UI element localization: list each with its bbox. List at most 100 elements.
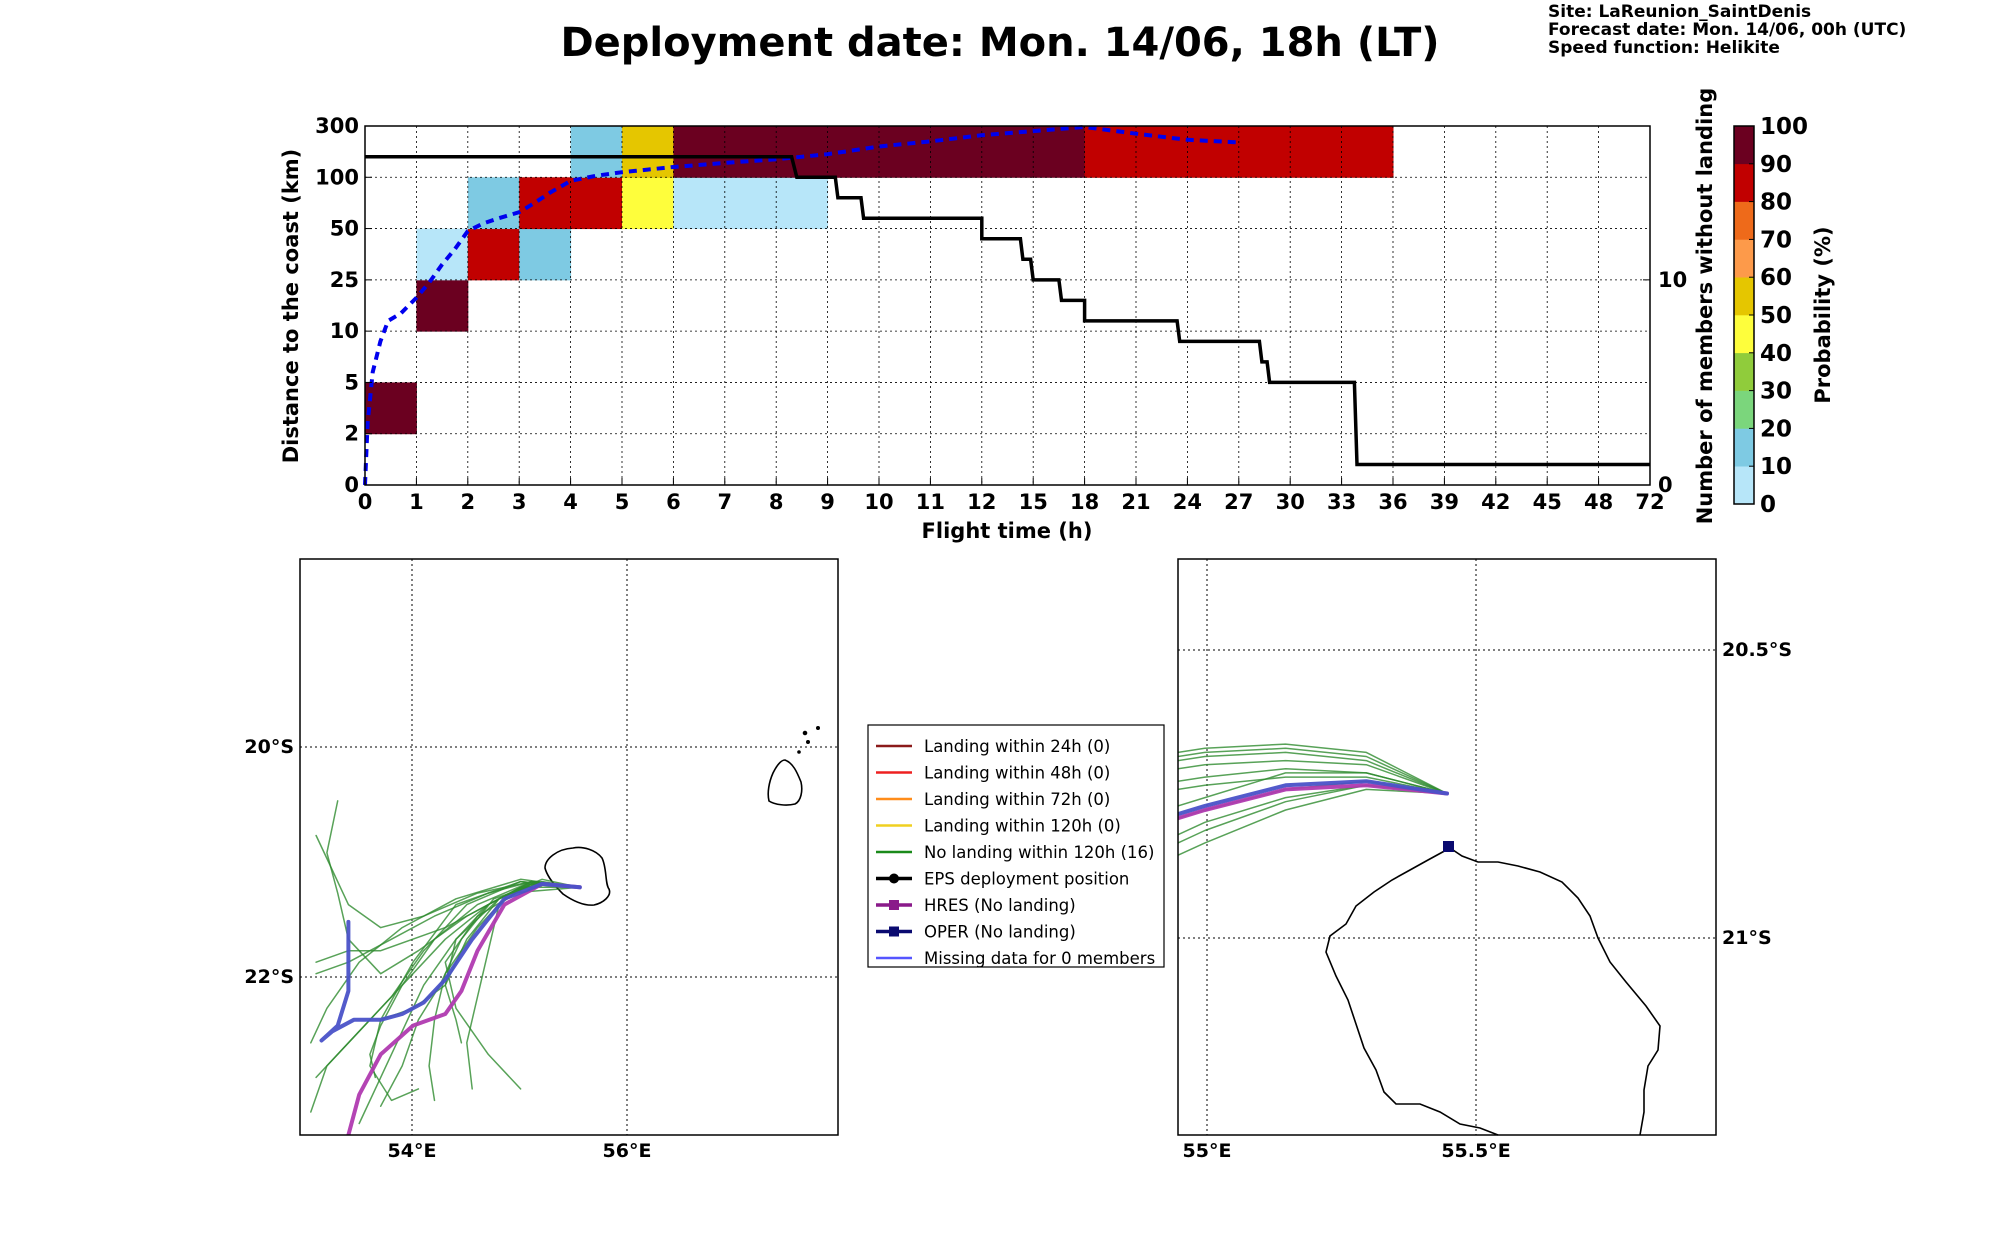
x-tick-label: 8 bbox=[769, 490, 784, 514]
x-tick-label: 30 bbox=[1276, 490, 1305, 514]
regional-map-panel: 54°E 56°E 20°S 22°S bbox=[244, 558, 839, 1162]
heatmap-x-ticks: 0 1 2 3 4 5 6 7 8 9 10 11 12 15 18 21 24 27 30 33 36 39 42 45 48… bbox=[358, 478, 1665, 514]
x-tick-label: 18 bbox=[1070, 490, 1099, 514]
heatmap-cell bbox=[776, 126, 829, 178]
colorbar-segment bbox=[1734, 126, 1754, 165]
regional-map-frame bbox=[299, 558, 839, 1136]
x-tick-label: 9 bbox=[820, 490, 835, 514]
x-tick-label: 0 bbox=[358, 490, 373, 514]
colorbar-segment bbox=[1734, 277, 1754, 316]
eps-member-trajectory bbox=[1178, 759, 1448, 795]
heatmap-cell bbox=[622, 177, 674, 230]
heatmap-cell bbox=[673, 177, 726, 230]
islet-4 bbox=[797, 750, 801, 754]
eps-member-trajectory bbox=[326, 800, 581, 975]
regional-map-coastlines bbox=[544, 725, 820, 906]
colorbar-tick-label: 40 bbox=[1760, 341, 1792, 367]
y-tick-label: 2 bbox=[344, 422, 359, 446]
x-tick-label: 7 bbox=[717, 490, 732, 514]
regional-map-x-tick: 54°E bbox=[388, 1140, 437, 1162]
x-tick-label: 2 bbox=[460, 490, 475, 514]
islet-2 bbox=[805, 739, 810, 744]
colorbar-tick-label: 0 bbox=[1760, 492, 1776, 518]
x-tick-label: 42 bbox=[1481, 490, 1510, 514]
heatmap-cell bbox=[1084, 126, 1137, 178]
x-tick-label: 24 bbox=[1173, 490, 1202, 514]
eps-member-trajectory bbox=[1178, 751, 1448, 795]
y-tick-label: 0 bbox=[344, 473, 359, 497]
colorbar-tick-label: 20 bbox=[1760, 416, 1792, 442]
legend-label: EPS deployment position bbox=[924, 870, 1129, 889]
heatmap-cell bbox=[416, 228, 469, 281]
zoom-map-y-tick: 20.5°S bbox=[1722, 639, 1792, 661]
heatmap-cell bbox=[930, 126, 983, 178]
colorbar-label: Probability (%) bbox=[1811, 226, 1835, 403]
heatmap-cell bbox=[776, 177, 829, 230]
hres-trajectory bbox=[1178, 783, 1449, 821]
colorbar-tick-label: 10 bbox=[1760, 454, 1792, 480]
heatmap-cell bbox=[570, 177, 623, 230]
heatmap-cell bbox=[467, 228, 520, 281]
eps-member-trajectory bbox=[379, 883, 581, 1107]
colorbar-segment bbox=[1734, 352, 1754, 391]
y-tick-label: 10 bbox=[330, 319, 359, 343]
x-tick-label: 1 bbox=[409, 490, 424, 514]
x-tick-label: 45 bbox=[1533, 490, 1562, 514]
x-tick-label: 12 bbox=[967, 490, 996, 514]
legend-marker bbox=[889, 900, 899, 910]
x-tick-label: 27 bbox=[1224, 490, 1253, 514]
hres-trajectory bbox=[346, 881, 582, 1135]
colorbar-segments bbox=[1734, 126, 1754, 505]
regional-map-x-tick: 56°E bbox=[603, 1140, 652, 1162]
heatmap-grid bbox=[365, 126, 1650, 485]
members-without-landing-line bbox=[365, 155, 1650, 467]
heatmap-cell bbox=[673, 126, 726, 178]
eps-member-trajectory bbox=[310, 880, 581, 1113]
oper-trajectory bbox=[1178, 779, 1449, 817]
regional-map-trajectories bbox=[310, 800, 582, 1135]
heatmap-cell bbox=[1136, 126, 1188, 178]
zoom-map-y-tick: 21°S bbox=[1722, 927, 1772, 949]
heatmap-cell bbox=[570, 126, 623, 178]
regional-map-y-tick: 22°S bbox=[244, 966, 294, 988]
x-tick-label: 21 bbox=[1121, 490, 1150, 514]
colorbar-tick-label: 70 bbox=[1760, 227, 1792, 253]
islet-1 bbox=[802, 730, 808, 736]
mean-distance-line bbox=[363, 124, 1239, 486]
heatmap-x-label: Flight time (h) bbox=[922, 519, 1093, 543]
colorbar-segment bbox=[1734, 315, 1754, 354]
colorbar-segment bbox=[1734, 201, 1754, 240]
trajectory-legend: Landing within 24h (0) Landing within 48h… bbox=[867, 724, 1165, 968]
heatmap-cell bbox=[519, 228, 572, 281]
colorbar-tick-label: 90 bbox=[1760, 152, 1792, 178]
colorbar-tick-label: 100 bbox=[1760, 114, 1808, 140]
heatmap-cell bbox=[365, 382, 417, 435]
heatmap-cell bbox=[879, 126, 931, 178]
colorbar-tick-label: 50 bbox=[1760, 303, 1792, 329]
legend-label: Landing within 48h (0) bbox=[924, 764, 1110, 783]
heatmap-cell bbox=[724, 126, 777, 178]
x-tick-label: 6 bbox=[666, 490, 681, 514]
colorbar-tick-label: 60 bbox=[1760, 265, 1792, 291]
zoom-map-panel: 55°E 55.5°E 20.5°S 21°S bbox=[1177, 558, 1792, 1162]
distance-heatmap-chart: 0 1 2 3 4 5 6 7 8 9 10 11 12 15 18 21 24 27 30 33 36 39 42 45 48… bbox=[279, 88, 1717, 543]
zoom-map-gridlines bbox=[1178, 559, 1716, 1135]
deployment-marker bbox=[1443, 841, 1454, 852]
regional-map-gridlines bbox=[300, 559, 838, 1135]
y2-tick-label: 10 bbox=[1658, 268, 1687, 292]
legend-label: Missing data for 0 members bbox=[924, 949, 1155, 968]
colorbar-ticks: 0 10 20 30 40 50 60 70 80 90 100 bbox=[1749, 114, 1808, 518]
x-tick-label: 10 bbox=[864, 490, 893, 514]
heatmap-y2-label: Number of members without landing bbox=[1693, 88, 1717, 525]
y-tick-label: 300 bbox=[315, 114, 359, 138]
x-tick-label: 4 bbox=[563, 490, 578, 514]
zoom-map-trajectories bbox=[1178, 743, 1449, 856]
colorbar-segment bbox=[1734, 466, 1754, 505]
zoom-map-x-tick: 55°E bbox=[1183, 1140, 1232, 1162]
colorbar-segment bbox=[1734, 428, 1754, 467]
colorbar-segment bbox=[1734, 390, 1754, 429]
eps-member-trajectory bbox=[1178, 776, 1448, 795]
colorbar-segment bbox=[1734, 239, 1754, 278]
mauritius-island-coastline bbox=[767, 759, 803, 806]
zoom-map-frame bbox=[1177, 558, 1717, 1136]
